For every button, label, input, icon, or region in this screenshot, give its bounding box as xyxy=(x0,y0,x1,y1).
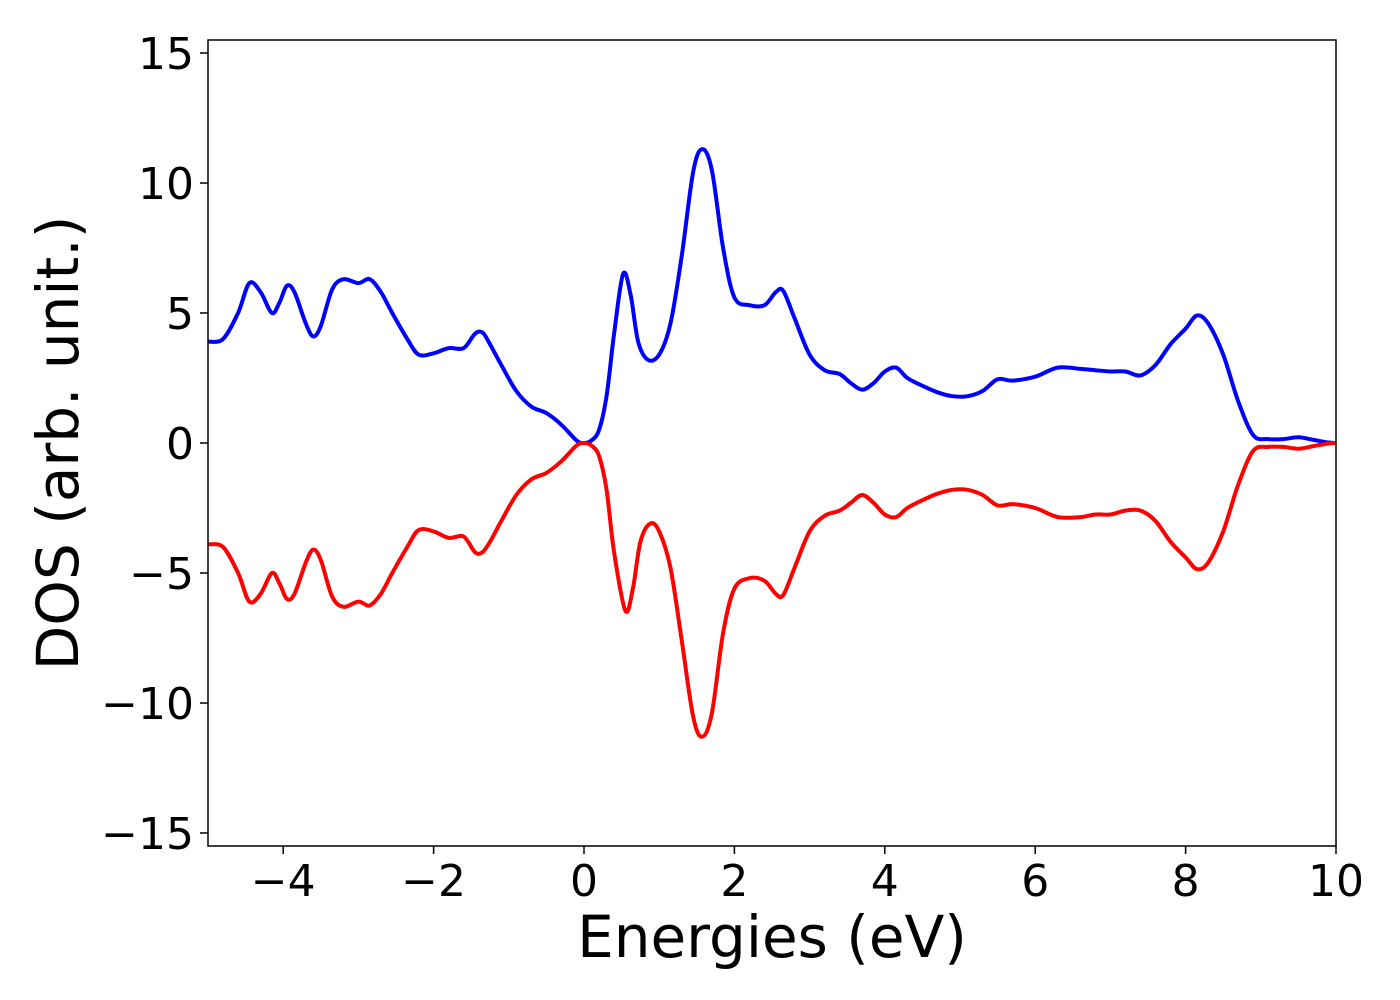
x-tick-label: 0 xyxy=(570,856,598,907)
y-tick-label: −5 xyxy=(129,549,194,600)
plot-frame xyxy=(207,39,1337,847)
x-tick-label: 10 xyxy=(1308,856,1364,907)
y-tick-label: 5 xyxy=(166,289,194,340)
y-tick-label: −10 xyxy=(101,679,194,730)
x-tick-label: 4 xyxy=(871,856,899,907)
series-line-1 xyxy=(207,147,1337,446)
y-axis: 15 10 5 0 −5 −10 −15 xyxy=(101,29,208,860)
y-tick-label: 0 xyxy=(166,419,194,470)
y-tick-label: −15 xyxy=(101,809,194,860)
x-tick-label: −4 xyxy=(251,856,316,907)
x-axis-label: Energies (eV) xyxy=(577,903,967,971)
y-tick-label: 10 xyxy=(138,159,194,210)
y-axis-label: DOS (arb. unit.) xyxy=(24,216,92,671)
series-line-2 xyxy=(207,440,1337,739)
x-tick-label: 2 xyxy=(720,856,748,907)
series-layer xyxy=(207,147,1337,739)
x-tick-label: 8 xyxy=(1172,856,1200,907)
x-tick-label: 6 xyxy=(1021,856,1049,907)
y-tick-label: 15 xyxy=(138,29,194,80)
x-tick-label: −2 xyxy=(401,856,466,907)
x-axis: −4 −2 0 2 4 6 8 10 xyxy=(251,846,1364,907)
